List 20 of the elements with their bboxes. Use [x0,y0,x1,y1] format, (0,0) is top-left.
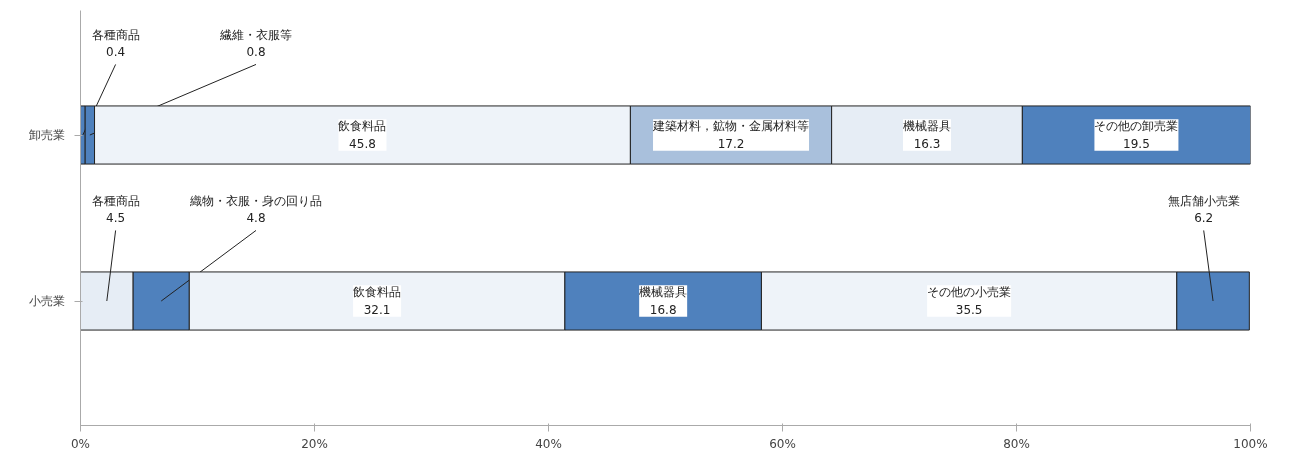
data-label: 建築材料，鉱物・金属材料等 17.2 [652,119,810,151]
y-tick-label: 小売業 [28,294,65,308]
data-label: 飲食料品 32.1 [353,285,402,317]
x-tick-label: 80% [1003,436,1030,451]
data-label: 繊維・衣服等 0.8 [219,27,292,60]
x-tick-label: 40% [535,436,562,451]
data-label: 飲食料品 45.8 [338,119,387,151]
data-label: 機械器具 16.3 [902,119,951,151]
x-tick-label: 100% [1233,436,1268,451]
x-tick-label: 60% [769,436,796,451]
data-label: 各種商品 4.5 [91,193,140,226]
data-label: その他の卸売業 19.5 [1094,119,1179,151]
x-tick-label: 20% [301,436,328,451]
data-label: 無店舗小売業 6.2 [1167,193,1240,226]
data-label: その他の小売業 35.5 [927,285,1012,317]
x-tick-label: 0% [70,436,91,451]
data-label: 機械器具 16.8 [639,285,688,317]
data-label: 各種商品 0.4 [91,27,140,60]
data-label: 織物・衣服・身の回り品 4.8 [189,193,322,226]
y-tick-label: 卸売業 [28,128,65,142]
